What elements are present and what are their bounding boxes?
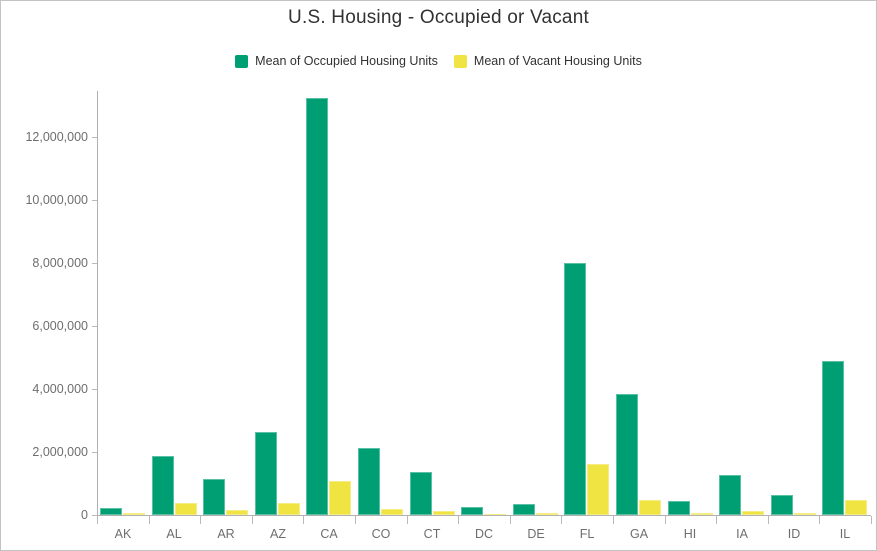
y-axis-tick bbox=[92, 200, 97, 201]
bar-vacant-dc[interactable] bbox=[484, 514, 506, 515]
y-axis-tick-label: 4,000,000 bbox=[32, 382, 88, 396]
x-axis-tick bbox=[510, 516, 511, 524]
x-axis-label-ga: GA bbox=[629, 527, 649, 541]
x-axis-label-al: AL bbox=[166, 527, 182, 541]
bar-vacant-ca[interactable] bbox=[329, 481, 351, 515]
y-axis-tick bbox=[92, 137, 97, 138]
x-axis-label-ia: IA bbox=[736, 527, 748, 541]
legend-item-vacant[interactable]: Mean of Vacant Housing Units bbox=[453, 54, 642, 68]
bar-occupied-de[interactable] bbox=[513, 504, 535, 515]
chart-title: U.S. Housing - Occupied or Vacant bbox=[288, 7, 589, 28]
x-axis-tick bbox=[819, 516, 820, 524]
legend-swatch-vacant-icon bbox=[453, 54, 467, 68]
bar-occupied-ga[interactable] bbox=[616, 394, 638, 515]
y-axis-tick-label: 8,000,000 bbox=[32, 256, 88, 270]
bar-vacant-ak[interactable] bbox=[123, 513, 145, 515]
y-axis-tick bbox=[92, 326, 97, 327]
x-axis-tick bbox=[613, 516, 614, 524]
bar-vacant-fl[interactable] bbox=[587, 464, 609, 515]
y-axis-tick bbox=[92, 263, 97, 264]
x-axis-label-ar: AR bbox=[217, 527, 235, 541]
bar-vacant-ct[interactable] bbox=[433, 511, 455, 515]
bar-occupied-ia[interactable] bbox=[719, 475, 741, 515]
bar-occupied-id[interactable] bbox=[771, 495, 793, 515]
bar-vacant-ar[interactable] bbox=[226, 510, 248, 515]
bar-vacant-ga[interactable] bbox=[639, 500, 661, 515]
y-axis-tick-label: 12,000,000 bbox=[25, 130, 88, 144]
bar-occupied-ct[interactable] bbox=[410, 472, 432, 515]
bar-vacant-id[interactable] bbox=[794, 513, 816, 515]
bar-vacant-co[interactable] bbox=[381, 509, 403, 515]
y-axis-tick-label: 6,000,000 bbox=[32, 319, 88, 333]
bar-occupied-al[interactable] bbox=[152, 456, 174, 515]
x-axis-label-ak: AK bbox=[114, 527, 132, 541]
chart-legend: Mean of Occupied Housing Units Mean of V… bbox=[1, 54, 876, 68]
x-axis-tick bbox=[716, 516, 717, 524]
x-axis-label-dc: DC bbox=[474, 527, 494, 541]
bar-occupied-fl[interactable] bbox=[564, 263, 586, 515]
x-axis-label-az: AZ bbox=[270, 527, 286, 541]
y-axis-tick bbox=[92, 515, 97, 516]
bar-occupied-ak[interactable] bbox=[100, 508, 122, 515]
legend-label-vacant: Mean of Vacant Housing Units bbox=[473, 54, 642, 68]
legend-label-occupied: Mean of Occupied Housing Units bbox=[255, 54, 438, 68]
x-axis-line bbox=[97, 515, 871, 516]
x-axis-label-fl: FL bbox=[579, 527, 595, 541]
bar-vacant-hi[interactable] bbox=[691, 513, 713, 515]
x-axis-tick bbox=[458, 516, 459, 524]
x-axis-label-co: CO bbox=[371, 527, 391, 541]
x-axis-tick bbox=[97, 516, 98, 524]
x-axis-tick bbox=[149, 516, 150, 524]
y-axis-tick bbox=[92, 389, 97, 390]
bar-occupied-hi[interactable] bbox=[668, 501, 690, 515]
bar-occupied-ca[interactable] bbox=[306, 98, 328, 515]
x-axis-tick bbox=[200, 516, 201, 524]
x-axis-tick bbox=[407, 516, 408, 524]
legend-item-occupied[interactable]: Mean of Occupied Housing Units bbox=[235, 54, 438, 68]
x-axis-label-il: IL bbox=[839, 527, 851, 541]
bar-vacant-de[interactable] bbox=[536, 513, 558, 515]
x-axis-tick bbox=[665, 516, 666, 524]
bar-vacant-ia[interactable] bbox=[742, 511, 764, 515]
x-axis-tick bbox=[768, 516, 769, 524]
x-axis-label-hi: HI bbox=[683, 527, 697, 541]
x-axis-label-id: ID bbox=[787, 527, 801, 541]
bar-vacant-az[interactable] bbox=[278, 503, 300, 515]
x-axis-tick bbox=[252, 516, 253, 524]
bar-occupied-ar[interactable] bbox=[203, 479, 225, 515]
x-axis-tick bbox=[871, 516, 872, 524]
bar-occupied-az[interactable] bbox=[255, 432, 277, 515]
y-axis-tick-label: 0 bbox=[81, 508, 88, 522]
bar-occupied-co[interactable] bbox=[358, 448, 380, 515]
x-axis-label-de: DE bbox=[527, 527, 545, 541]
x-axis-tick bbox=[355, 516, 356, 524]
bar-occupied-dc[interactable] bbox=[461, 507, 483, 515]
y-axis-line bbox=[97, 91, 98, 515]
bar-occupied-il[interactable] bbox=[822, 361, 844, 515]
x-axis-tick bbox=[303, 516, 304, 524]
y-axis-tick-label: 10,000,000 bbox=[25, 193, 88, 207]
x-axis-label-ct: CT bbox=[423, 527, 441, 541]
bar-vacant-al[interactable] bbox=[175, 503, 197, 515]
y-axis-tick-label: 2,000,000 bbox=[32, 445, 88, 459]
legend-swatch-occupied-icon bbox=[235, 54, 249, 68]
y-axis-tick bbox=[92, 452, 97, 453]
x-axis-tick bbox=[561, 516, 562, 524]
bar-vacant-il[interactable] bbox=[845, 500, 867, 515]
x-axis-label-ca: CA bbox=[320, 527, 338, 541]
